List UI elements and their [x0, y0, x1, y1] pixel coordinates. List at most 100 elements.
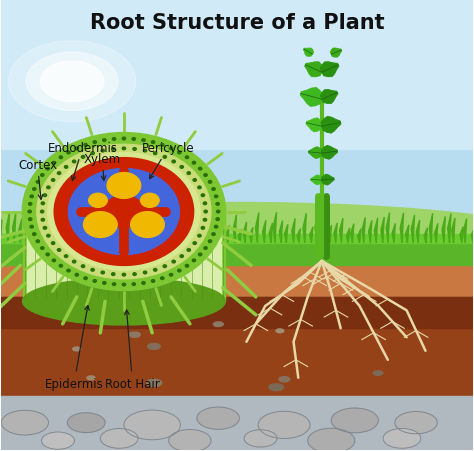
Ellipse shape [59, 156, 63, 159]
Ellipse shape [41, 219, 45, 221]
Polygon shape [330, 49, 342, 58]
Ellipse shape [64, 166, 68, 169]
Ellipse shape [172, 261, 175, 263]
Polygon shape [300, 88, 323, 107]
Polygon shape [406, 226, 409, 244]
Ellipse shape [64, 255, 68, 258]
Ellipse shape [89, 193, 108, 208]
Ellipse shape [204, 174, 207, 177]
Ellipse shape [28, 211, 31, 213]
Polygon shape [173, 223, 176, 244]
Polygon shape [209, 214, 212, 244]
Ellipse shape [101, 272, 104, 274]
Polygon shape [6, 212, 9, 244]
Ellipse shape [43, 306, 62, 315]
Ellipse shape [47, 235, 50, 238]
Ellipse shape [214, 226, 218, 229]
Ellipse shape [75, 274, 78, 276]
Polygon shape [334, 223, 337, 244]
Ellipse shape [0, 203, 474, 284]
Polygon shape [54, 227, 57, 244]
Ellipse shape [23, 278, 225, 325]
Ellipse shape [185, 156, 189, 159]
Ellipse shape [57, 172, 61, 175]
Ellipse shape [112, 138, 116, 141]
Polygon shape [183, 225, 187, 244]
Polygon shape [311, 175, 322, 185]
Ellipse shape [187, 172, 191, 175]
Ellipse shape [140, 193, 159, 208]
Ellipse shape [151, 142, 155, 144]
Polygon shape [303, 214, 306, 244]
Ellipse shape [46, 168, 49, 170]
Ellipse shape [82, 156, 85, 159]
Ellipse shape [54, 158, 194, 266]
Ellipse shape [91, 152, 94, 155]
Ellipse shape [40, 62, 104, 102]
Ellipse shape [192, 259, 196, 262]
Polygon shape [321, 117, 341, 134]
Ellipse shape [258, 411, 310, 438]
Polygon shape [166, 214, 169, 244]
Ellipse shape [30, 226, 33, 229]
Polygon shape [191, 213, 194, 244]
Ellipse shape [269, 384, 283, 391]
Ellipse shape [68, 169, 180, 255]
Polygon shape [292, 219, 295, 244]
Bar [27, 212, 220, 299]
Polygon shape [47, 225, 51, 244]
Polygon shape [64, 216, 68, 244]
Polygon shape [321, 175, 334, 186]
Polygon shape [351, 224, 354, 244]
Ellipse shape [36, 181, 39, 184]
Polygon shape [358, 229, 361, 244]
Polygon shape [321, 146, 337, 160]
Bar [1, 262, 473, 297]
Ellipse shape [161, 144, 164, 147]
Polygon shape [306, 119, 323, 133]
Ellipse shape [193, 242, 196, 245]
Bar [1, 297, 473, 396]
Ellipse shape [373, 371, 383, 376]
Text: Root Structure of a Plant: Root Structure of a Plant [90, 13, 384, 32]
Polygon shape [41, 215, 44, 244]
Polygon shape [322, 218, 326, 244]
Polygon shape [0, 220, 2, 244]
Polygon shape [243, 222, 246, 244]
Ellipse shape [142, 282, 145, 285]
Ellipse shape [41, 202, 45, 205]
Ellipse shape [82, 265, 85, 268]
Polygon shape [215, 216, 219, 244]
Ellipse shape [111, 273, 115, 276]
Polygon shape [346, 228, 350, 244]
Ellipse shape [154, 152, 157, 155]
Ellipse shape [383, 428, 421, 448]
Polygon shape [305, 63, 324, 78]
Bar [1, 1, 473, 262]
Ellipse shape [132, 138, 136, 141]
Ellipse shape [33, 233, 36, 236]
Ellipse shape [57, 249, 61, 252]
Polygon shape [233, 215, 237, 244]
Ellipse shape [172, 161, 175, 163]
Polygon shape [72, 230, 75, 244]
Polygon shape [147, 230, 151, 244]
Polygon shape [284, 225, 288, 244]
Ellipse shape [103, 139, 106, 142]
Polygon shape [177, 226, 181, 244]
Polygon shape [35, 223, 38, 244]
Text: Root Hair: Root Hair [105, 310, 160, 390]
Ellipse shape [133, 148, 136, 151]
Ellipse shape [28, 203, 32, 206]
Ellipse shape [40, 211, 44, 213]
Ellipse shape [67, 270, 70, 272]
Polygon shape [320, 90, 338, 104]
Polygon shape [12, 213, 16, 244]
Ellipse shape [132, 283, 136, 286]
Ellipse shape [91, 269, 94, 272]
Polygon shape [18, 219, 22, 244]
Ellipse shape [26, 53, 118, 111]
Bar [1, 1, 473, 149]
Ellipse shape [201, 194, 204, 197]
Ellipse shape [52, 162, 55, 165]
